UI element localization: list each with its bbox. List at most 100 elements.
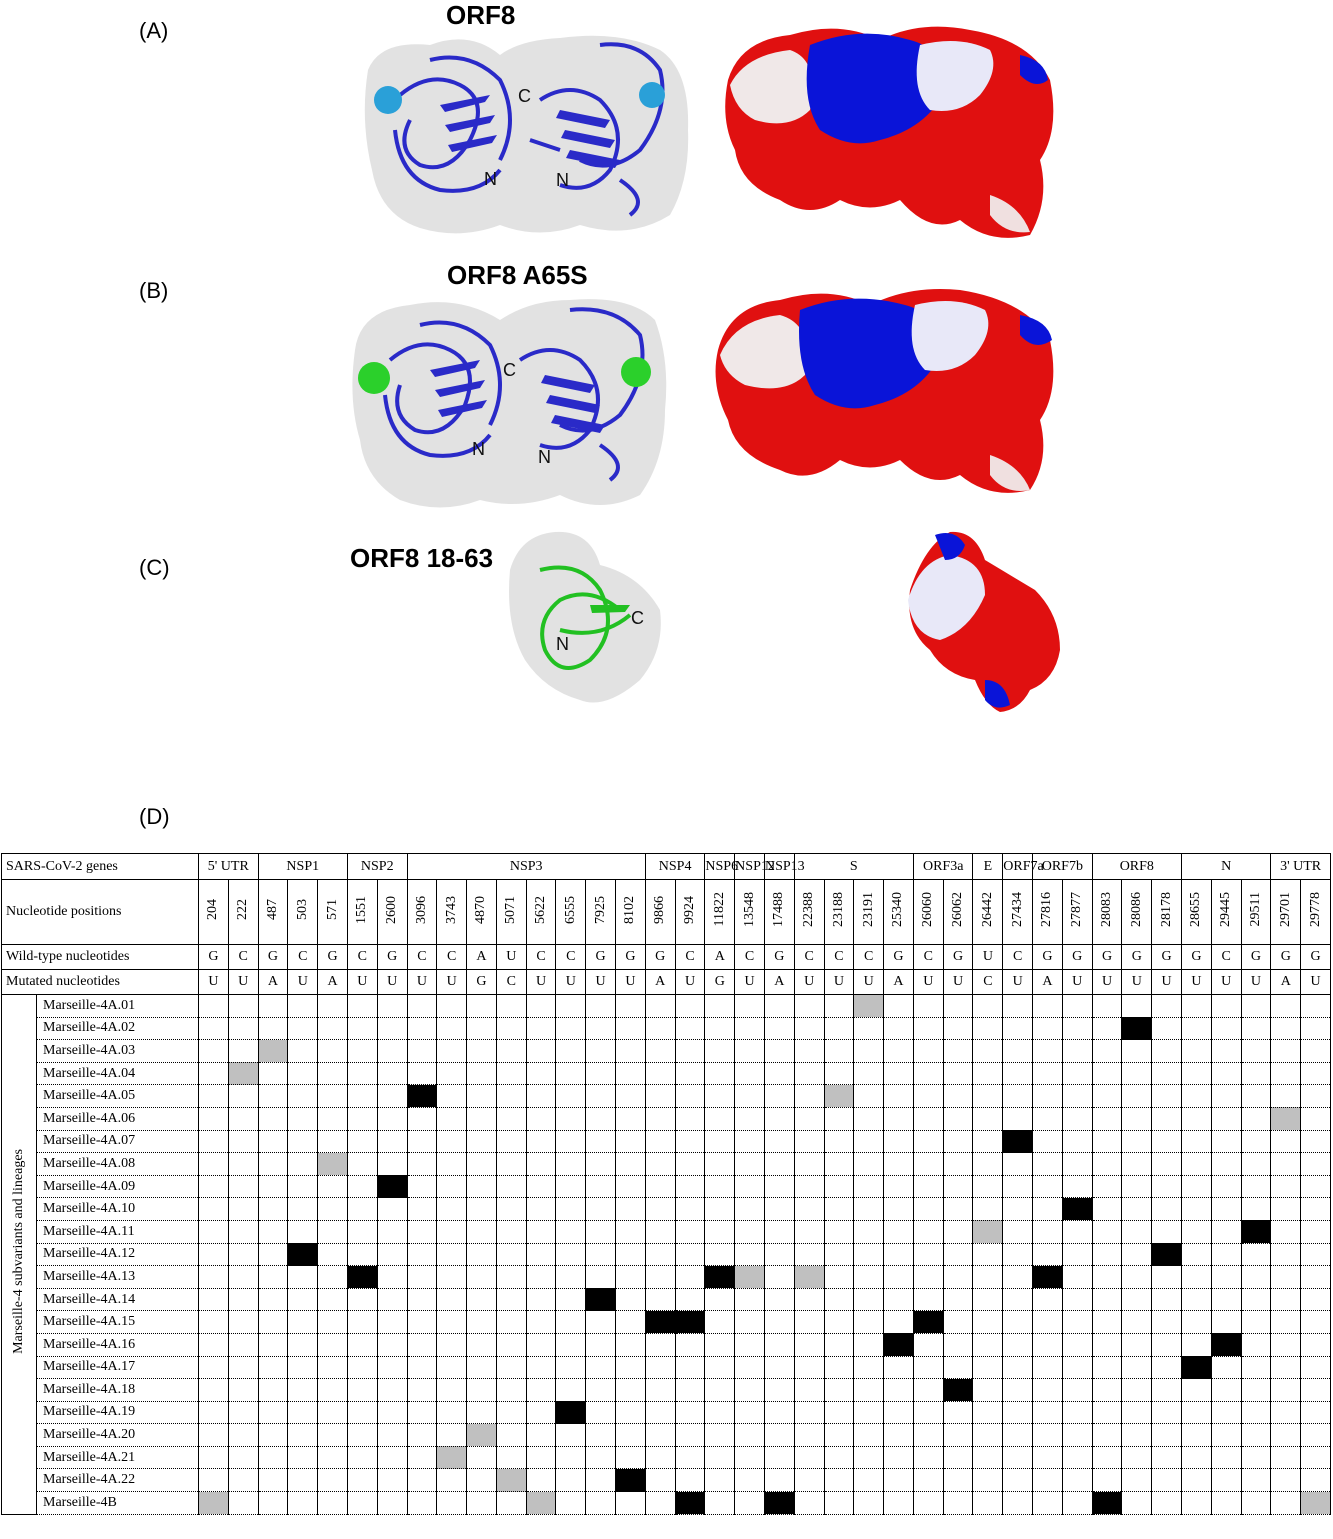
nucleotide: A xyxy=(466,944,497,970)
mutation-cell-empty xyxy=(495,1287,527,1312)
nucleotide-position: 27434 xyxy=(1002,879,1034,945)
mutation-cell-empty xyxy=(1061,1310,1093,1334)
mutation-cell-empty xyxy=(317,1332,348,1357)
mutated-row: Mutated nucleotides U U A U A U U U U G C U U U U A U G U A U… xyxy=(0,969,1331,995)
nucleotide: G xyxy=(763,944,795,970)
mutation-cell-empty xyxy=(198,1174,229,1199)
mutation-cell-empty xyxy=(704,1287,736,1312)
mutation-cell-empty xyxy=(644,1016,676,1041)
mutation-cell-empty xyxy=(198,1242,229,1267)
mutation-cell-empty xyxy=(1121,1468,1153,1493)
nucleotide: U xyxy=(198,969,229,995)
subvariant-label: Marseille-4A.19 xyxy=(35,1400,200,1425)
mutation-cell-empty xyxy=(734,1468,765,1493)
nucleotide: U xyxy=(555,969,587,995)
mutation-cell-empty xyxy=(1240,1491,1272,1515)
mutation-cell-empty xyxy=(823,1265,855,1289)
mutation-cell-empty xyxy=(1091,1174,1123,1199)
mutation-cell-gray xyxy=(972,1219,1004,1244)
mutation-cell-empty xyxy=(942,1219,974,1244)
nucleotide: G xyxy=(376,944,408,970)
mutation-cell-empty xyxy=(525,1061,557,1086)
mutation-cell-empty xyxy=(734,1219,765,1244)
mutation-cell-empty xyxy=(853,1084,885,1108)
mutation-cell-empty xyxy=(644,1106,676,1131)
mutation-cell-empty xyxy=(823,1445,855,1470)
mutation-cell-empty xyxy=(1181,1400,1212,1425)
mutation-cell-empty xyxy=(287,1423,319,1447)
mutation-cell-empty xyxy=(436,1332,468,1357)
mutation-cell-empty xyxy=(1210,1287,1242,1312)
mutation-cell-empty xyxy=(912,994,944,1018)
mutation-cell-empty xyxy=(853,1197,885,1221)
mutation-cell-empty xyxy=(734,1197,765,1221)
mutation-cell-empty xyxy=(883,1152,914,1176)
mutation-cell-empty xyxy=(585,1174,616,1199)
nucleotide-position: 27877 xyxy=(1061,879,1093,945)
mutation-cell-empty xyxy=(585,1219,616,1244)
mutation-cell-black xyxy=(912,1310,944,1334)
mutation-cell-empty xyxy=(1151,1039,1182,1063)
mutation-cell-empty xyxy=(466,1265,497,1289)
mutation-cell-empty xyxy=(555,1242,587,1267)
mutation-cell-empty xyxy=(1121,1174,1153,1199)
gene-header: 3' UTR xyxy=(1270,853,1331,880)
mutation-cell-empty xyxy=(793,1310,825,1334)
mutation-cell-gray xyxy=(436,1445,468,1470)
nucleotide: C xyxy=(853,944,885,970)
nucleotide: C xyxy=(972,969,1004,995)
gene-header-row: SARS-CoV-2 genes 5' UTR NSP1 NSP2 NSP3 NSP4 NS… xyxy=(0,853,1331,880)
mutation-cell-empty xyxy=(436,1400,468,1425)
nucleotide-position: 27816 xyxy=(1032,879,1063,945)
mutation-cell-empty xyxy=(1151,1491,1182,1515)
gene-header: ORF7b xyxy=(1032,853,1093,880)
mutation-cell-empty xyxy=(287,1491,319,1515)
table-row: Marseille-4A.21 xyxy=(2,1445,1331,1470)
orf8-18-63-electrostatic-surface xyxy=(908,531,1060,712)
mutation-cell-empty xyxy=(1091,1129,1123,1154)
mutation-cell-empty xyxy=(257,1468,289,1493)
mutation-cell-empty xyxy=(376,1491,408,1515)
mutation-cell-empty xyxy=(1240,1061,1272,1086)
mutation-cell-empty xyxy=(1151,1152,1182,1176)
mutation-cell-empty xyxy=(287,1468,319,1493)
mutation-cell-empty xyxy=(1210,1310,1242,1334)
mutation-cell-empty xyxy=(525,1445,557,1470)
nucleotide-position: 17488 xyxy=(763,879,795,945)
table-row: Marseille-4A.19 xyxy=(2,1400,1331,1425)
genes-row-label: SARS-CoV-2 genes xyxy=(0,853,200,880)
mutation-cell-black xyxy=(1032,1265,1063,1289)
mutation-cell-empty xyxy=(1061,1061,1093,1086)
table-row: Marseille-4 subvariants and lineages Mars… xyxy=(1,994,1331,1515)
mutation-cell-empty xyxy=(495,1445,527,1470)
mutation-cell-empty xyxy=(376,1400,408,1425)
mutation-cell-empty xyxy=(1151,1332,1182,1357)
mutation-sphere-b1 xyxy=(358,362,390,394)
nucleotide: G xyxy=(257,944,289,970)
subvariant-label: Marseille-4A.05 xyxy=(35,1084,200,1108)
mutation-cell-empty xyxy=(1210,1400,1242,1425)
nucleotide-position: 29778 xyxy=(1300,879,1331,945)
mutation-cell-empty xyxy=(674,1378,706,1402)
mutation-cell-empty xyxy=(674,1016,706,1041)
mutation-cell-empty xyxy=(585,1310,616,1334)
mutation-cell-empty xyxy=(555,1378,587,1402)
mutation-cell-empty xyxy=(1061,1016,1093,1041)
mutation-cell-empty xyxy=(1300,1039,1331,1063)
mutation-cell-empty xyxy=(1121,1219,1153,1244)
nucleotide: U xyxy=(346,969,378,995)
mutation-cell-empty xyxy=(585,1400,616,1425)
mutation-cell-gray xyxy=(1300,1491,1331,1515)
mutation-cell-empty xyxy=(227,1106,259,1131)
mutation-cell-empty xyxy=(763,1378,795,1402)
mutation-cell-empty xyxy=(704,1039,736,1063)
mutation-cell-empty xyxy=(1210,1129,1242,1154)
mutation-cell-empty xyxy=(972,1016,1004,1041)
mutation-cell-empty xyxy=(495,1265,527,1289)
mutation-cell-empty xyxy=(704,1445,736,1470)
mutation-cell-empty xyxy=(376,1039,408,1063)
mutation-cell-empty xyxy=(346,994,378,1018)
nucleotide-position: 9924 xyxy=(674,879,706,945)
mutation-cell-empty xyxy=(585,1265,616,1289)
mutation-cell-empty xyxy=(227,1265,259,1289)
